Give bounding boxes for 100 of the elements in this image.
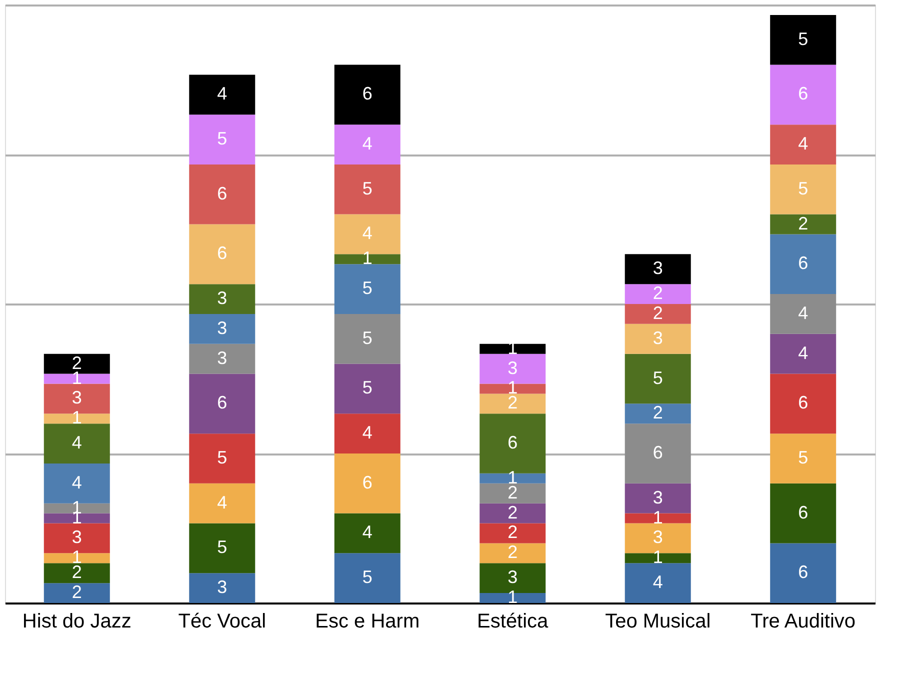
data-label: 1 [652, 547, 663, 568]
data-label: 4 [652, 572, 663, 592]
bar [44, 563, 110, 584]
bar [189, 344, 256, 374]
data-label: 2 [72, 582, 82, 602]
data-label: 3 [217, 318, 228, 338]
data-label: 2 [652, 302, 663, 323]
data-label: 5 [362, 328, 372, 348]
x-tick-label: Teo Musical [605, 610, 711, 632]
data-label: 3 [217, 577, 228, 598]
data-label: 2 [798, 213, 808, 234]
bar [480, 543, 546, 564]
bar [624, 284, 691, 304]
bar [624, 304, 691, 324]
data-label: 5 [217, 128, 228, 149]
bar [189, 374, 256, 434]
data-label: 3 [217, 288, 228, 308]
data-label: 1 [72, 408, 82, 428]
data-label: 6 [217, 243, 228, 264]
data-label: 5 [362, 567, 372, 588]
x-tick-label: Estética [477, 610, 550, 632]
bar [189, 164, 256, 224]
bar [189, 284, 256, 314]
data-label: 4 [362, 134, 372, 154]
bar [189, 224, 256, 284]
bar [334, 264, 400, 314]
bar [770, 14, 836, 65]
bar [44, 374, 110, 384]
bar [334, 454, 400, 514]
data-label: 4 [798, 302, 808, 323]
data-label: 5 [217, 537, 228, 558]
data-label: 6 [652, 442, 663, 462]
bar [480, 503, 546, 524]
bar [624, 424, 691, 484]
bar [334, 414, 400, 454]
bar [480, 523, 546, 544]
bar [480, 483, 546, 504]
x-tick-label: Esc e Harm [315, 610, 420, 632]
bar [334, 314, 400, 364]
bar [44, 424, 110, 464]
data-label: 5 [798, 28, 808, 49]
data-label: 5 [798, 447, 808, 468]
bar [770, 374, 836, 434]
data-label: 1 [652, 507, 663, 528]
bar [334, 364, 400, 414]
bar [770, 483, 836, 544]
x-tick-label: Tre Auditivo [750, 610, 856, 632]
data-label: 5 [798, 178, 808, 198]
bar [189, 573, 256, 603]
data-label: 5 [362, 378, 372, 398]
data-label: 4 [362, 223, 372, 244]
data-label: 4 [362, 522, 372, 542]
data-label: 6 [508, 432, 518, 453]
bar [189, 314, 256, 344]
data-label: 4 [217, 492, 228, 512]
bar [624, 404, 691, 424]
bar [770, 124, 836, 164]
bar [334, 164, 400, 214]
data-label: 2 [508, 502, 518, 522]
bar [480, 394, 546, 414]
data-label: 4 [798, 134, 808, 154]
data-label: 3 [508, 358, 518, 378]
data-label: 4 [72, 472, 82, 492]
data-label: 5 [362, 178, 372, 198]
data-label: 2 [508, 392, 518, 413]
bar [624, 324, 691, 354]
data-label: 3 [72, 527, 82, 548]
data-label: 6 [217, 183, 228, 204]
bar [334, 64, 400, 125]
data-label: 3 [72, 388, 82, 408]
bar [624, 354, 691, 404]
bar [44, 513, 110, 524]
data-label: 6 [798, 253, 808, 274]
data-label: 3 [652, 527, 663, 548]
data-label: 6 [798, 562, 808, 582]
data-label: 4 [798, 342, 808, 363]
data-label: 2 [508, 522, 518, 542]
data-label: 5 [362, 278, 372, 298]
data-label: 4 [217, 84, 228, 104]
bar [770, 64, 836, 125]
data-label: 6 [798, 84, 808, 104]
data-label: 3 [652, 328, 663, 348]
data-label: 6 [362, 472, 372, 492]
bar [189, 434, 256, 484]
bar [770, 294, 836, 334]
data-label: 2 [72, 562, 82, 582]
x-tick-label: Hist do Jazz [22, 610, 132, 632]
data-label: 6 [798, 392, 808, 413]
bar [624, 513, 691, 524]
data-label: 6 [362, 84, 372, 104]
bar [480, 344, 546, 354]
bar [44, 583, 110, 603]
bar [624, 563, 691, 603]
bar [770, 234, 836, 294]
data-label: 5 [652, 368, 663, 388]
x-tick-label: Téc Vocal [178, 610, 266, 632]
data-label: 3 [508, 567, 518, 588]
bar [189, 483, 256, 524]
bar [480, 473, 546, 484]
bar [770, 214, 836, 234]
